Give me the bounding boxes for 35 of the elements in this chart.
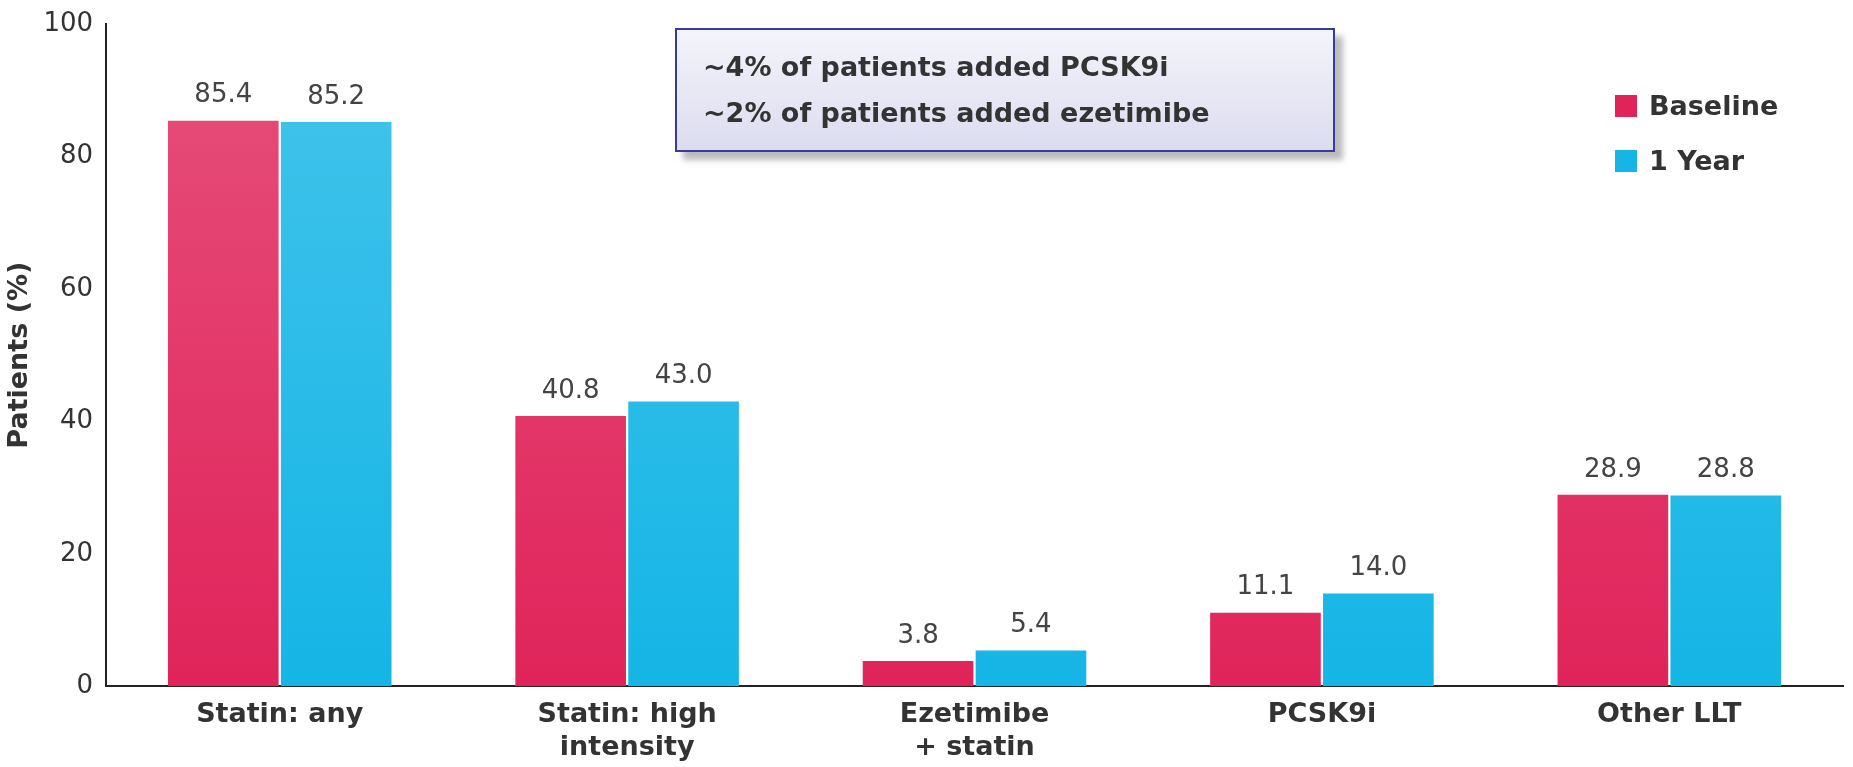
y-tick-label: 100 [43, 6, 94, 37]
bar [1323, 593, 1434, 687]
y-tick-label: 80 [59, 139, 94, 170]
bar [515, 416, 626, 687]
x-tick-label: PCSK9i [1267, 697, 1377, 729]
y-axis-title: Patients (%) [2, 261, 34, 449]
legend-label: Baseline [1649, 90, 1779, 121]
y-tick-label: 60 [59, 271, 94, 302]
bar [975, 650, 1087, 687]
x-tick-label: Ezetimibe + statin [899, 697, 1050, 761]
y-tick-label: 0 [76, 668, 94, 699]
data-label: 40.8 [541, 373, 600, 404]
legend-label: 1 Year [1649, 145, 1745, 176]
bar [1557, 494, 1669, 687]
callout-box: ~4% of patients added PCSK9i ~2% of patients added ezetimibe [675, 28, 1335, 152]
data-label: 14.0 [1349, 551, 1408, 582]
data-label: 5.4 [1010, 608, 1052, 639]
y-tick-label: 20 [59, 536, 94, 567]
bar [628, 401, 739, 687]
data-label: 85.2 [307, 79, 366, 110]
data-label: 28.9 [1583, 452, 1642, 483]
y-tick-label: 40 [59, 404, 94, 435]
data-label: 3.8 [897, 618, 939, 649]
bar [1210, 612, 1321, 687]
bar [167, 120, 279, 687]
data-label: 43.0 [654, 359, 713, 390]
bar [1670, 495, 1782, 687]
data-label: 11.1 [1236, 570, 1295, 601]
x-tick-label: Statin: high intensity [537, 697, 717, 761]
data-label: 85.4 [194, 78, 253, 109]
x-tick-label: Other LLT [1597, 697, 1743, 729]
x-tick-label: Statin: any [196, 697, 364, 729]
bar [862, 661, 974, 687]
data-label: 28.8 [1696, 453, 1755, 484]
bar [280, 122, 392, 687]
